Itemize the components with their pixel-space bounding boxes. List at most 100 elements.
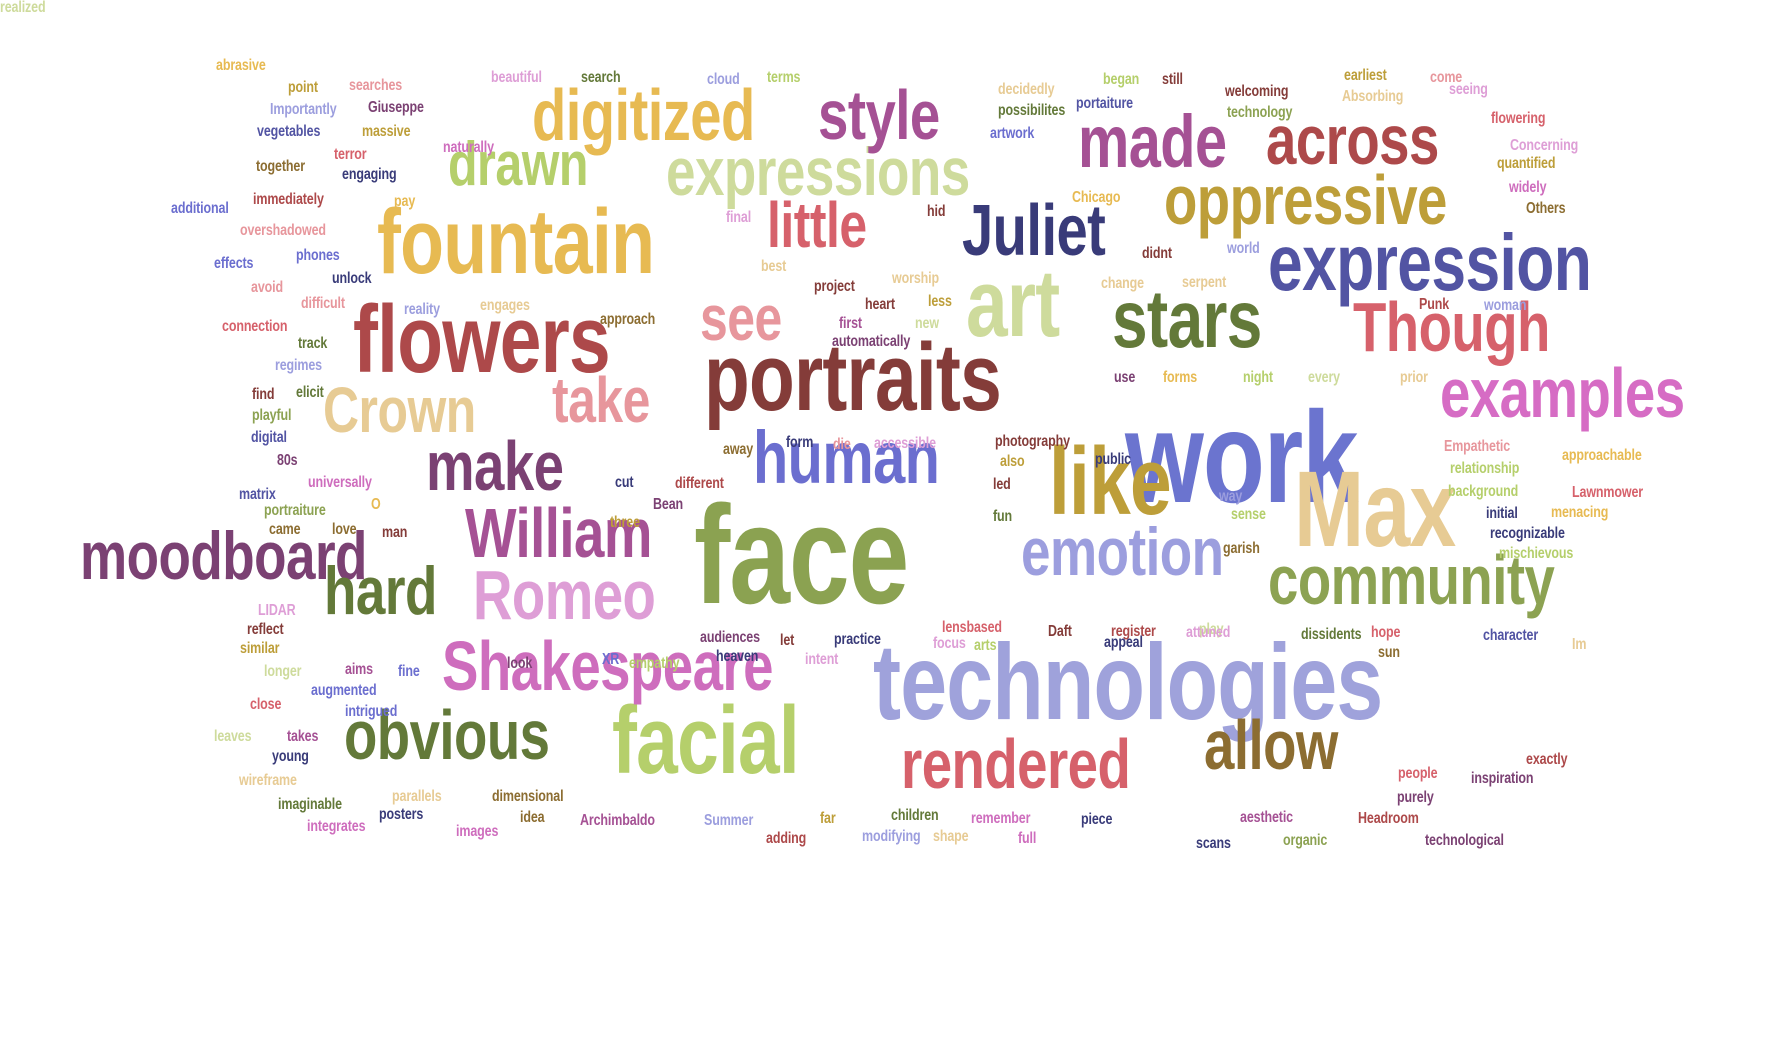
word-welcoming: welcoming	[1225, 83, 1289, 100]
word-archimbaldo: Archimbaldo	[580, 812, 655, 829]
word-far: far	[820, 810, 836, 827]
word-full: full	[1018, 830, 1037, 847]
word-beautiful: beautiful	[491, 69, 542, 86]
word-every: every	[1308, 369, 1341, 386]
word-empathetic: Empathetic	[1444, 438, 1511, 455]
word-mischievous: mischievous	[1499, 545, 1574, 562]
word-forms: forms	[1163, 369, 1198, 386]
word-terms: terms	[767, 69, 801, 86]
word-came: came	[269, 521, 301, 538]
word-reality: reality	[404, 301, 440, 318]
word-additional: additional	[171, 200, 229, 217]
word-love: love	[332, 521, 357, 538]
word-project: project	[814, 278, 855, 295]
word-began: began	[1103, 71, 1140, 88]
word-organic: organic	[1283, 832, 1328, 849]
word-portraits: portraits	[704, 324, 1002, 431]
word-point: point	[288, 79, 318, 96]
word-shape: shape	[933, 828, 969, 845]
word-emotion: emotion	[1021, 514, 1224, 590]
word-look: look	[507, 655, 533, 672]
word-reflect: reflect	[247, 621, 284, 638]
word-led: led	[993, 476, 1011, 493]
word-die: die	[833, 436, 851, 453]
word-headroom: Headroom	[1358, 810, 1419, 827]
word-relationship: relationship	[1450, 460, 1520, 477]
word-phones: phones	[296, 247, 340, 264]
word-appeal: appeal	[1104, 634, 1143, 651]
word-heart: heart	[865, 296, 895, 313]
word-bean: Bean	[653, 496, 684, 513]
word-images: images	[456, 823, 499, 840]
word-world: world	[1227, 240, 1260, 257]
word-others: Others	[1526, 200, 1566, 217]
word-style: style	[818, 76, 940, 154]
word-technologies: technologies	[873, 621, 1383, 742]
word-similar: similar	[240, 640, 280, 657]
word-intrigued: intrigued	[345, 703, 398, 720]
word-children: children	[891, 807, 939, 824]
word-aims: aims	[345, 661, 373, 678]
word-xr: XR	[602, 651, 620, 668]
word-terror: terror	[334, 146, 367, 163]
word-o: O	[371, 496, 381, 513]
word-pay: pay	[394, 193, 416, 210]
word-photography: photography	[995, 433, 1070, 450]
word-moodboard: moodboard	[80, 518, 367, 594]
word-less: less	[928, 293, 952, 310]
word-focus: focus	[933, 635, 966, 652]
word-man: man	[382, 524, 408, 541]
word-arts: arts	[974, 637, 997, 654]
word-though: Though	[1353, 288, 1550, 366]
word-adding: adding	[766, 830, 807, 847]
word-automatically: automatically	[832, 333, 911, 350]
word-worship: worship	[892, 270, 939, 287]
word-inspiration: inspiration	[1471, 770, 1534, 787]
word-difficult: difficult	[301, 295, 345, 312]
word-way: way	[1219, 488, 1243, 505]
word-im: Im	[1572, 636, 1587, 653]
word-cut: cut	[615, 474, 634, 491]
word-aesthetic: aesthetic	[1240, 809, 1293, 826]
word-away: away	[723, 441, 754, 458]
word-vegetables: vegetables	[257, 123, 321, 140]
word-augmented: augmented	[311, 682, 377, 699]
word-abrasive: abrasive	[216, 57, 266, 74]
word-search: search	[581, 69, 621, 86]
word-menacing: menacing	[1551, 504, 1609, 521]
word-character: character	[1483, 627, 1539, 644]
word-sun: sun	[1378, 644, 1400, 661]
word-william: William	[465, 494, 652, 572]
word-make: make	[426, 427, 564, 505]
word-recognizable: recognizable	[1490, 525, 1565, 542]
word-across: across	[1266, 101, 1439, 179]
word-technology: technology	[1227, 104, 1293, 121]
word-hope: hope	[1371, 624, 1401, 641]
word-didnt: didnt	[1142, 245, 1172, 262]
word-attuned: attuned	[1186, 624, 1231, 641]
word-universally: universally	[308, 474, 372, 491]
word-cloud: cloud	[707, 71, 740, 88]
word-find: find	[252, 386, 275, 403]
word-flowers: flowers	[353, 286, 611, 393]
word-punk: Punk	[1419, 296, 1450, 313]
word-track: track	[298, 335, 328, 352]
word-idea: idea	[520, 809, 545, 826]
word-juliet: Juliet	[962, 191, 1106, 271]
word-elicit: elicit	[296, 384, 324, 401]
word-together: together	[256, 158, 305, 175]
word-matrix: matrix	[239, 486, 276, 503]
word-three: three	[610, 514, 640, 531]
word-like: like	[1049, 428, 1172, 535]
word-work: work	[1125, 384, 1359, 530]
word-lawnmower: Lawnmower	[1572, 484, 1644, 501]
word-scans: scans	[1196, 835, 1231, 852]
word-romeo: Romeo	[473, 556, 656, 634]
word-exactly: exactly	[1526, 751, 1568, 768]
word-people: people	[1398, 765, 1438, 782]
word-play: play	[1199, 621, 1224, 638]
word-expressions: expressions	[666, 134, 970, 210]
word-use: use	[1114, 369, 1136, 386]
word-piece: piece	[1081, 811, 1113, 828]
